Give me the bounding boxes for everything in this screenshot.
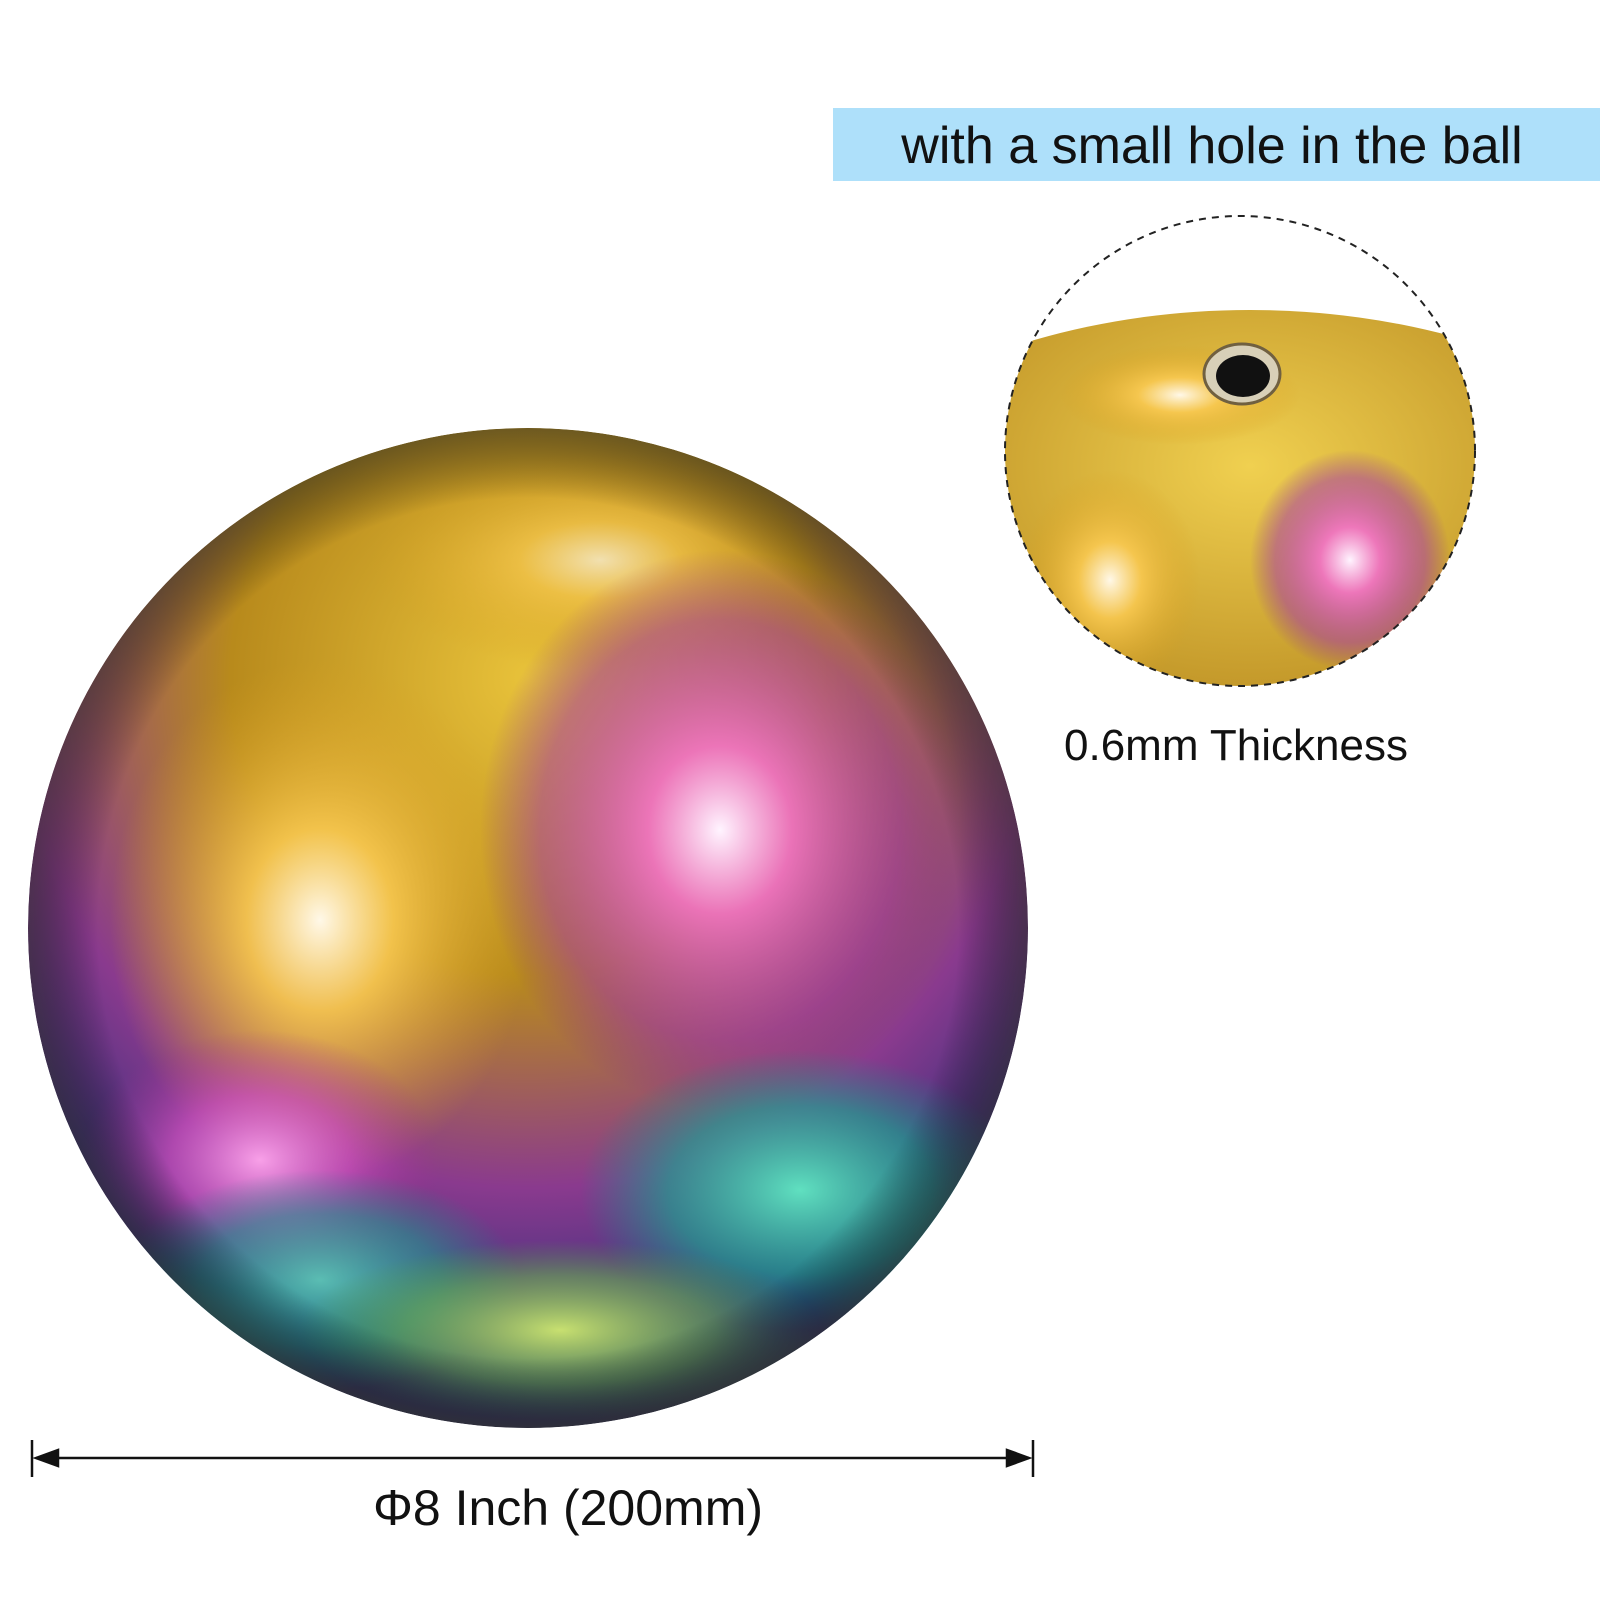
inset-outline [1004,215,1476,687]
thickness-caption: 0.6mm Thickness [1064,721,1408,770]
dimension-line [30,1440,1035,1477]
callout-text: with a small hole in the ball [900,117,1522,175]
callout-box [833,108,1600,181]
dimension-label: Φ8 Inch (200mm) [373,1480,763,1536]
ball [28,428,1028,1428]
inset-detail [1005,216,1475,686]
